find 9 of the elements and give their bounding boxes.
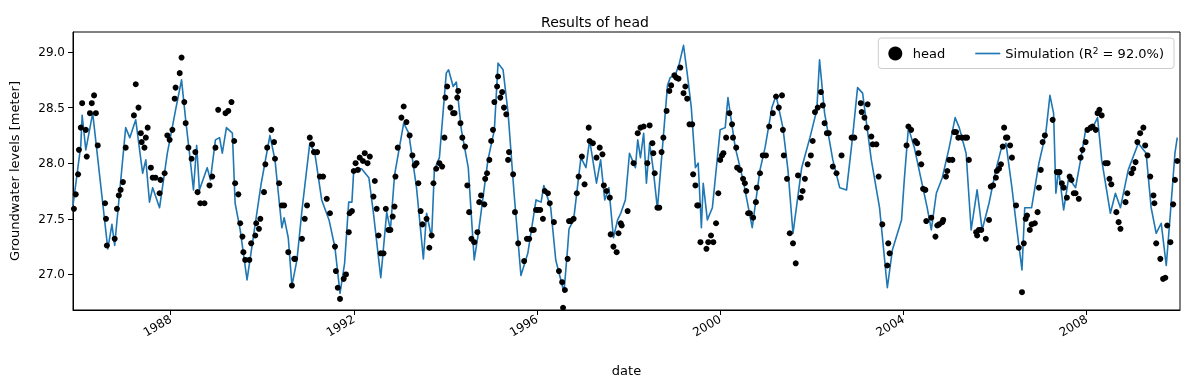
chart-title: Results of head [541,14,649,30]
y-tick-label: 27.5 [38,211,65,226]
y-tick-label: 28.0 [38,156,65,171]
y-tick-label: 27.0 [38,267,65,282]
x-axis-title: date [611,363,642,378]
y-tick-label: 29.0 [38,45,65,60]
y-tick-label: 28.5 [38,100,65,115]
legend-label: head [912,46,946,61]
y-axis-title: Groundwater levels [meter] [7,80,22,262]
